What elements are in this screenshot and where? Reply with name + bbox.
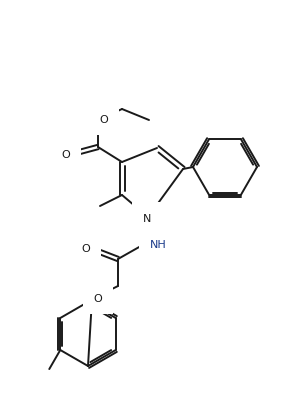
Text: O: O bbox=[100, 115, 108, 125]
Text: O: O bbox=[82, 243, 90, 254]
Text: O: O bbox=[62, 150, 70, 159]
Text: N: N bbox=[143, 214, 151, 223]
Text: O: O bbox=[94, 293, 102, 303]
Text: NH: NH bbox=[150, 240, 166, 249]
